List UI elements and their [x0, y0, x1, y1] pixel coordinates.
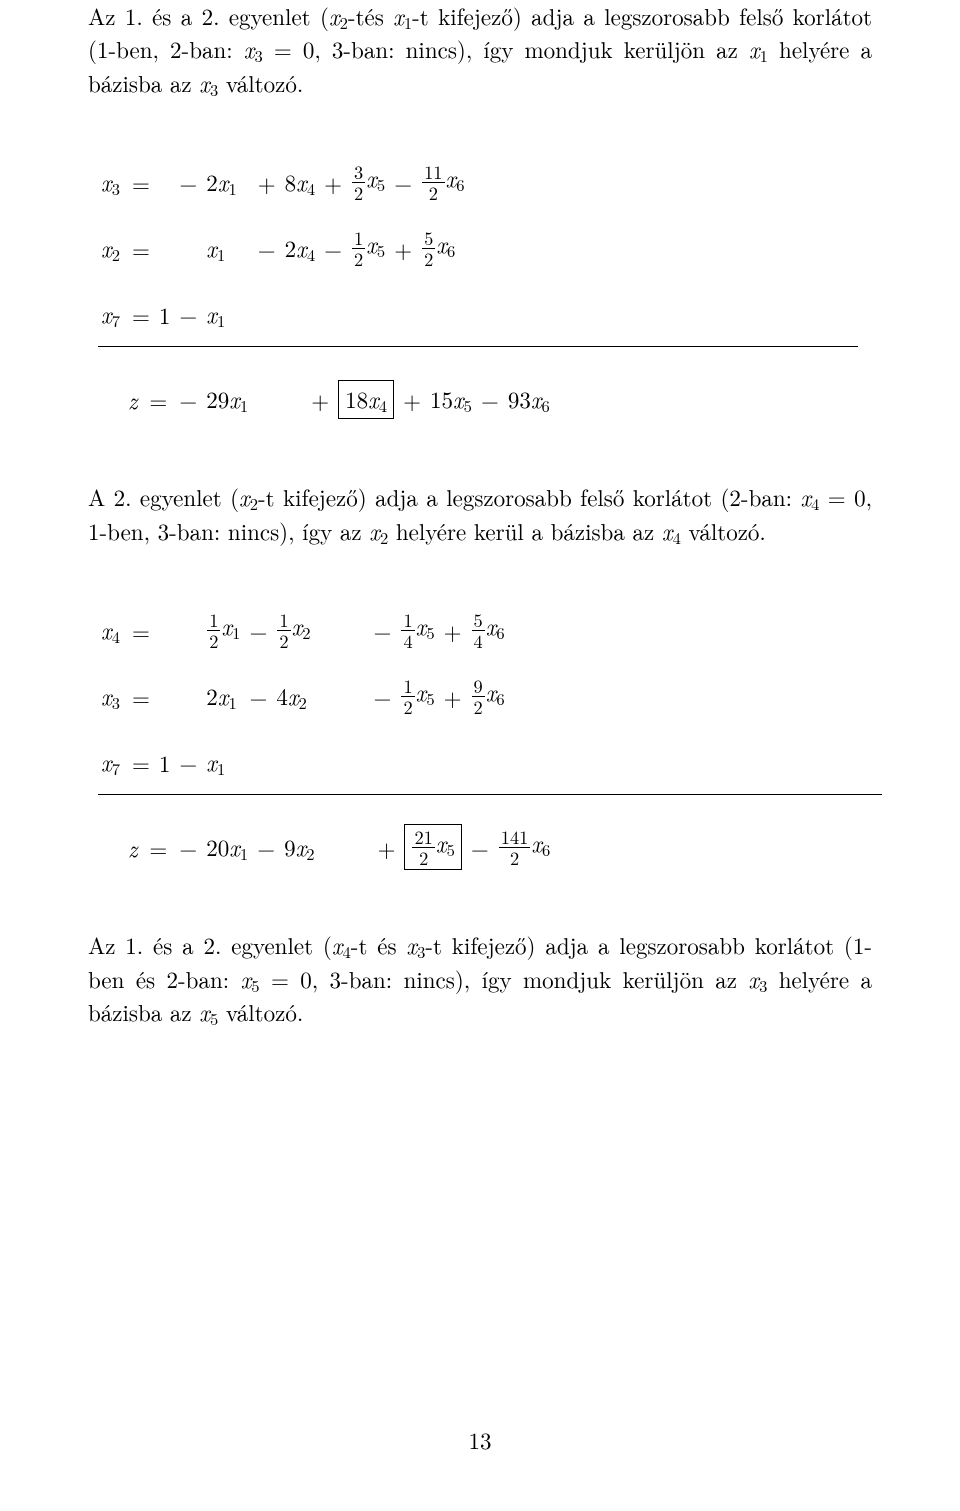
equation-row: x7 = 1 − x1 [98, 290, 467, 338]
var-x1: x1 [749, 32, 768, 65]
text: -tés [348, 0, 393, 32]
var-x5: x5 [199, 995, 218, 1028]
text: változó. [681, 514, 766, 547]
equation-table: x4 = 12x1 − 12x2 − 14x5 + 54x6 x3 = 2x1 … [98, 606, 508, 786]
equation-row-z: z = − 20x1 − 9x2 + 212x5 − 1412x6 [98, 823, 553, 871]
var-x3: x3 [748, 962, 767, 995]
var-x3: x3 [244, 32, 263, 65]
var-x3: x3 [406, 928, 425, 961]
var-x2: x2 [329, 0, 348, 32]
text: helyére kerül a bázisba az [388, 514, 662, 547]
var-x3: x3 [199, 66, 218, 99]
paragraph-2: A 2. egyenlet (x2-t kifejező) adja a leg… [88, 481, 872, 548]
text: változó. [218, 995, 303, 1028]
var-x2: x2 [239, 480, 258, 513]
equation-row: x2 = x1 − 2x4 − 12x5 + 52x6 [98, 224, 467, 272]
text: Az 1. és a 2. egyenlet ( [88, 0, 329, 32]
equation-row: x4 = 12x1 − 12x2 − 14x5 + 54x6 [98, 606, 508, 654]
rule [98, 794, 882, 795]
equation-block-1: x3 = − 2x1 + 8x4 + 32x5 − 112x6 x2 = x1 [88, 148, 872, 423]
text: változó. [218, 66, 303, 99]
text: = 0, 3-ban: nincs), így mondjuk kerüljön… [263, 32, 749, 65]
equation-block-2: x4 = 12x1 − 12x2 − 14x5 + 54x6 x3 = 2x1 … [88, 596, 872, 871]
equation-table: z = − 20x1 − 9x2 + 212x5 − 1412x6 [98, 823, 553, 871]
var-x4: x4 [332, 928, 351, 961]
text: -t és [351, 928, 407, 961]
equation-table: x3 = − 2x1 + 8x4 + 32x5 − 112x6 x2 = x1 [98, 158, 467, 338]
var-x2: x2 [369, 514, 388, 547]
equation-row: x3 = 2x1 − 4x2 − 12x5 + 92x6 [98, 672, 508, 720]
rule [98, 346, 858, 347]
equation-row-z: z = − 29x1 + 18x4 + 15x5 − 93x6 [98, 375, 553, 423]
paragraph-3: Az 1. és a 2. egyenlet (x4-t és x3-t kif… [88, 929, 872, 1029]
var-x5: x5 [241, 962, 260, 995]
paragraph-1: Az 1. és a 2. egyenlet (x2-tés x1-t kife… [88, 0, 872, 100]
equation-table: z = − 29x1 + 18x4 + 15x5 − 93x6 [98, 375, 553, 423]
equation-row: x7 = 1 − x1 [98, 738, 508, 786]
page: Az 1. és a 2. egyenlet (x2-tés x1-t kife… [0, 0, 960, 1511]
equation-row: x3 = − 2x1 + 8x4 + 32x5 − 112x6 [98, 158, 467, 206]
text: -t kifejező) adja a legszorosabb felső k… [258, 480, 800, 513]
text: Az 1. és a 2. egyenlet ( [88, 928, 332, 961]
page-number: 13 [0, 1424, 960, 1455]
var-x4: x4 [800, 480, 819, 513]
var-x1: x1 [393, 0, 412, 32]
var-x4: x4 [662, 514, 681, 547]
text: = 0, 3-ban: nincs), így mondjuk kerüljön… [260, 962, 749, 995]
text: A 2. egyenlet ( [88, 480, 239, 513]
